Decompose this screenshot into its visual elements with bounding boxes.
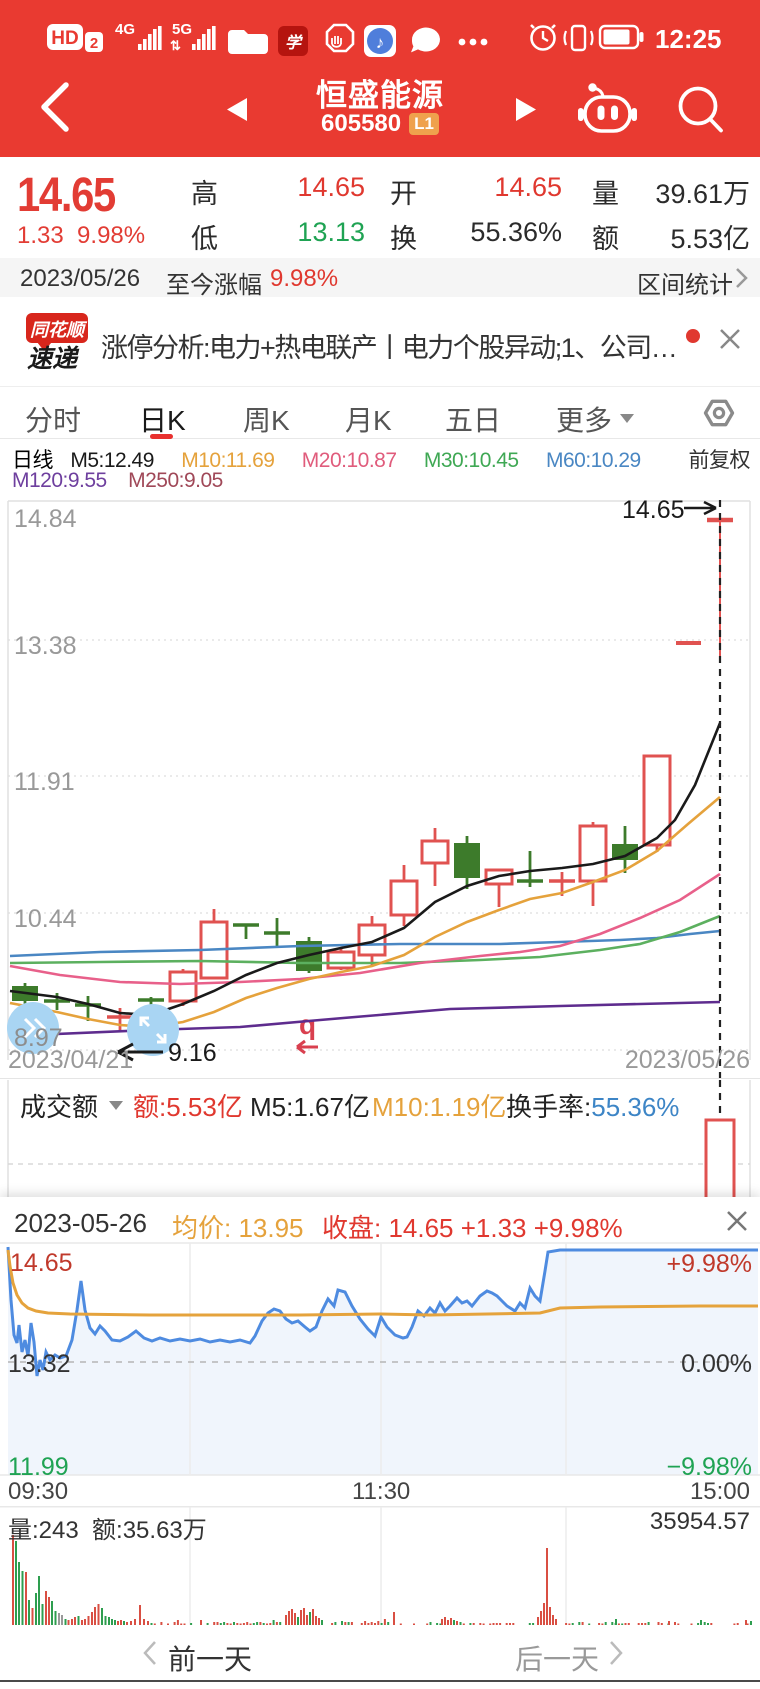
svg-text:5G: 5G (172, 21, 192, 38)
svg-text:同花顺: 同花顺 (30, 320, 88, 340)
svg-text:9.16: 9.16 (168, 1039, 217, 1067)
svg-text:♪: ♪ (376, 33, 385, 52)
svg-text:14.65: 14.65 (622, 496, 685, 524)
svg-text:12:25: 12:25 (655, 24, 722, 54)
svg-text:0.00%: 0.00% (681, 1350, 752, 1378)
svg-text:+9.98%: +9.98% (667, 1250, 753, 1278)
svg-text:⇅: ⇅ (170, 38, 181, 53)
svg-text:q: q (299, 1009, 316, 1040)
svg-text:13.38: 13.38 (14, 632, 77, 660)
svg-text:学: 学 (285, 34, 303, 52)
svg-text:2: 2 (90, 35, 98, 52)
svg-text:4G: 4G (115, 21, 135, 38)
svg-text:速递: 速递 (27, 345, 80, 372)
svg-text:11.99: 11.99 (8, 1453, 69, 1476)
svg-text:11.91: 11.91 (14, 768, 75, 796)
svg-text:8.97: 8.97 (14, 1024, 63, 1052)
svg-text:14.65: 14.65 (10, 1249, 73, 1277)
svg-text:HD: HD (51, 28, 78, 49)
svg-text:13.32: 13.32 (8, 1350, 71, 1378)
svg-text:−9.98%: −9.98% (667, 1453, 753, 1476)
svg-text:14.84: 14.84 (14, 505, 77, 533)
svg-text:10.44: 10.44 (14, 905, 77, 933)
